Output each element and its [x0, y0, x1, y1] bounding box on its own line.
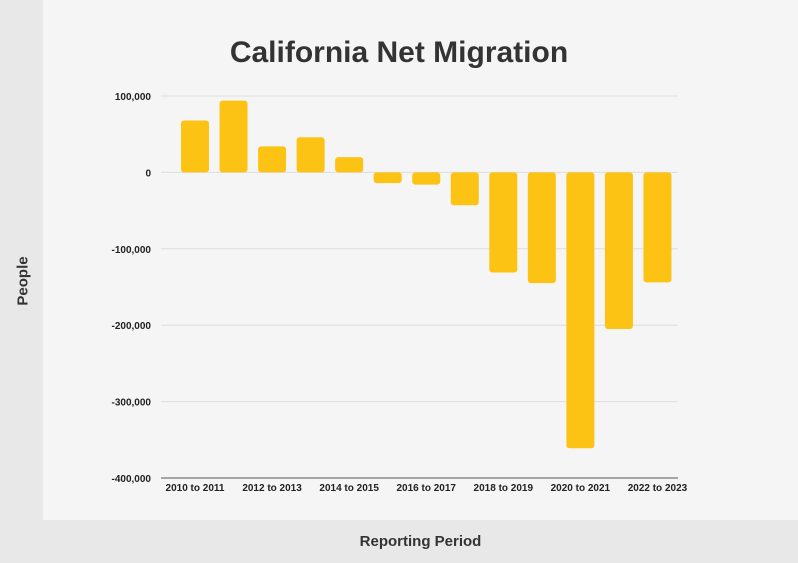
x-tick-label: 2018 to 2019: [474, 483, 534, 494]
y-tick-label: 100,000: [115, 92, 152, 103]
bar: [489, 172, 518, 273]
x-tick-label: 2014 to 2015: [319, 483, 379, 494]
left-band: [0, 0, 43, 563]
bar: [643, 172, 672, 283]
bar: [258, 146, 287, 173]
bar: [219, 100, 248, 173]
x-tick-label: 2010 to 2011: [166, 483, 225, 494]
y-tick-label: -100,000: [112, 245, 152, 256]
bottom-band: [43, 520, 798, 563]
bar: [450, 172, 479, 206]
x-tick-label: 2020 to 2021: [551, 483, 611, 494]
x-tick-label: 2022 to 2023: [628, 483, 688, 494]
x-tick-label: 2012 to 2013: [242, 483, 302, 494]
x-tick-labels: 2010 to 2011 2012 to 2013 2014 to 2015 2016…: [166, 483, 688, 494]
bar: [604, 172, 633, 330]
bar: [566, 172, 595, 449]
bar: [181, 120, 209, 173]
y-tick-label: -300,000: [112, 398, 152, 409]
y-tick-label: 0: [145, 168, 151, 179]
chart-title: California Net Migration: [229, 36, 569, 69]
y-tick-label: -200,000: [112, 321, 152, 332]
bar: [335, 157, 364, 173]
y-tick-label: -400,000: [112, 474, 152, 485]
bar: [296, 137, 325, 173]
x-tick-label: 2016 to 2017: [396, 483, 456, 494]
y-tick-labels: 100,000 0 -100,000 -200,000 -300,000 -400,000: [112, 92, 152, 485]
x-axis-label: Reporting Period: [359, 533, 482, 550]
bar: [527, 172, 556, 284]
bars: [181, 100, 672, 449]
bar: [412, 172, 441, 185]
bar: [373, 172, 402, 184]
